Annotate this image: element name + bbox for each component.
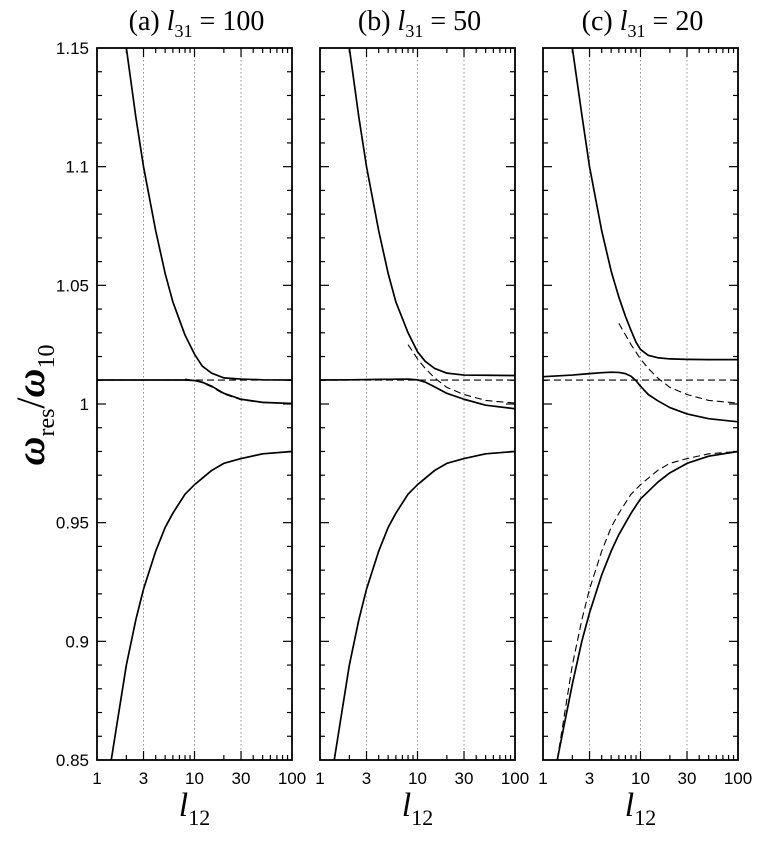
series-line-1 <box>125 48 292 381</box>
series-line-6 <box>556 450 738 760</box>
y-label-sub-res: res <box>34 409 60 437</box>
series-line-5 <box>407 344 515 404</box>
series-line-3 <box>556 450 738 760</box>
series-line-5 <box>618 323 738 404</box>
y-tick-label-1.05: 1.05 <box>56 276 89 295</box>
x-label-sub: 12 <box>634 805 656 830</box>
series-line-5 <box>184 378 292 405</box>
series-line-2 <box>543 371 738 423</box>
y-label-slash: / <box>8 397 53 409</box>
x-label-main: l <box>625 787 634 824</box>
x-tick-label-100: 100 <box>724 769 752 788</box>
panel-title-var: l <box>398 6 406 37</box>
panel-title-b: (b) l31 = 50 <box>358 6 481 41</box>
x-tick-label-10: 10 <box>185 769 204 788</box>
series-line-6 <box>110 450 292 760</box>
x-tick-label-100: 100 <box>278 769 306 788</box>
x-label-main: l <box>179 787 188 824</box>
series-line-6 <box>333 450 515 760</box>
x-tick-label-10: 10 <box>631 769 650 788</box>
y-label-omega-res: ω <box>8 437 53 466</box>
series-line-3 <box>110 450 292 760</box>
panel-title-a: (a) l31 = 100 <box>129 6 265 41</box>
x-tick-label-1: 1 <box>538 769 547 788</box>
x-tick-label-30: 30 <box>455 769 474 788</box>
x-label-main: l <box>402 787 411 824</box>
x-tick-label-100: 100 <box>501 769 529 788</box>
panel-title-prefix: (b) <box>358 6 398 37</box>
panel-title-sub: 31 <box>405 21 423 41</box>
y-tick-label-1.15: 1.15 <box>56 39 89 58</box>
x-tick-label-3: 3 <box>585 769 594 788</box>
x-tick-label-10: 10 <box>408 769 427 788</box>
x-axis-label: l12 <box>402 787 433 830</box>
y-tick-label-1: 1 <box>80 395 89 414</box>
panel-title-sub: 31 <box>175 21 193 41</box>
y-tick-label-1.1: 1.1 <box>65 158 89 177</box>
y-label-omega-10: ω <box>8 369 53 398</box>
series-group <box>320 48 515 760</box>
series-group <box>543 48 738 760</box>
x-tick-label-1: 1 <box>92 769 101 788</box>
series-line-1 <box>571 48 738 361</box>
y-tick-label-0.95: 0.95 <box>56 514 89 533</box>
y-tick-label-0.9: 0.9 <box>65 632 89 651</box>
x-tick-label-3: 3 <box>139 769 148 788</box>
x-axis-label: l12 <box>625 787 656 830</box>
panel-title-var: l <box>167 6 175 37</box>
y-label-sub-10: 10 <box>34 345 60 369</box>
x-label-sub: 12 <box>411 805 433 830</box>
x-tick-label-30: 30 <box>232 769 251 788</box>
panel-title-rest: = 20 <box>646 6 704 37</box>
y-axis-label: ωres/ω10 <box>8 345 60 466</box>
panel-title-rest: = 100 <box>193 6 265 37</box>
panel-title-c: (c) l31 = 20 <box>582 6 704 41</box>
panel-title-sub: 31 <box>628 21 646 41</box>
x-axis-label: l12 <box>179 787 210 830</box>
series-line-2 <box>320 378 515 410</box>
x-tick-label-30: 30 <box>678 769 697 788</box>
series-line-1 <box>348 48 515 377</box>
panel-title-rest: = 50 <box>423 6 481 37</box>
series-group <box>97 48 292 760</box>
x-label-sub: 12 <box>188 805 210 830</box>
x-tick-label-1: 1 <box>315 769 324 788</box>
panel-a: 1 3 10 30 100 0.85 0.9 0.95 1 1.05 1.1 1.15 (a) l31 … <box>56 6 306 830</box>
y-tick-label-0.85: 0.85 <box>56 751 89 770</box>
series-line-3 <box>333 450 515 760</box>
panel-title-prefix: (a) <box>129 6 167 37</box>
panel-title-prefix: (c) <box>582 6 620 37</box>
panel-title-var: l <box>620 6 628 37</box>
x-tick-label-3: 3 <box>362 769 371 788</box>
